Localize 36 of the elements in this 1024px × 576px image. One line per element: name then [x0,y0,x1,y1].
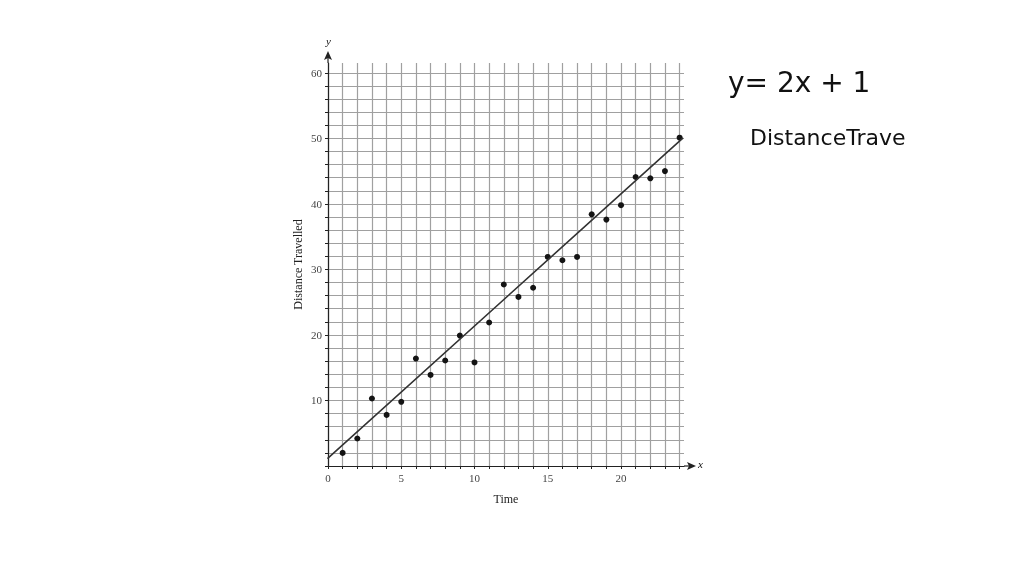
point [574,253,581,260]
point [500,281,507,288]
point [368,395,375,402]
x-axis-title: Time [493,492,519,506]
text: y [325,34,331,47]
y-tick-label: 10 [311,394,323,407]
point [530,284,537,291]
point [398,398,405,405]
y-tick-label: 40 [311,197,323,210]
point [383,411,390,418]
point [618,202,624,209]
x-tick-label: 20 [615,471,627,484]
text: y= 2x + 1 [728,65,871,99]
point [588,211,595,218]
y-tick-label: 20 [311,328,323,341]
point [559,257,566,264]
point [442,357,449,364]
point [603,216,610,223]
point [471,359,478,366]
x-tick-label: 10 [469,471,481,484]
point [412,355,419,362]
point [486,319,493,326]
point [647,175,654,182]
point [427,371,434,378]
x-tick-label: 0 [325,471,332,484]
text: DistanceTrave [750,124,906,150]
point [339,449,346,456]
point [661,168,668,175]
x-tick-label: 15 [542,471,554,484]
y-tick-label: 60 [311,66,323,79]
x-tick-label: 5 [398,471,405,484]
text: x [697,457,703,470]
point [515,293,522,300]
y-tick-label: 50 [311,132,323,145]
y-axis-title: Distance Travelled [291,219,305,310]
y-tick-label: 30 [311,263,323,276]
